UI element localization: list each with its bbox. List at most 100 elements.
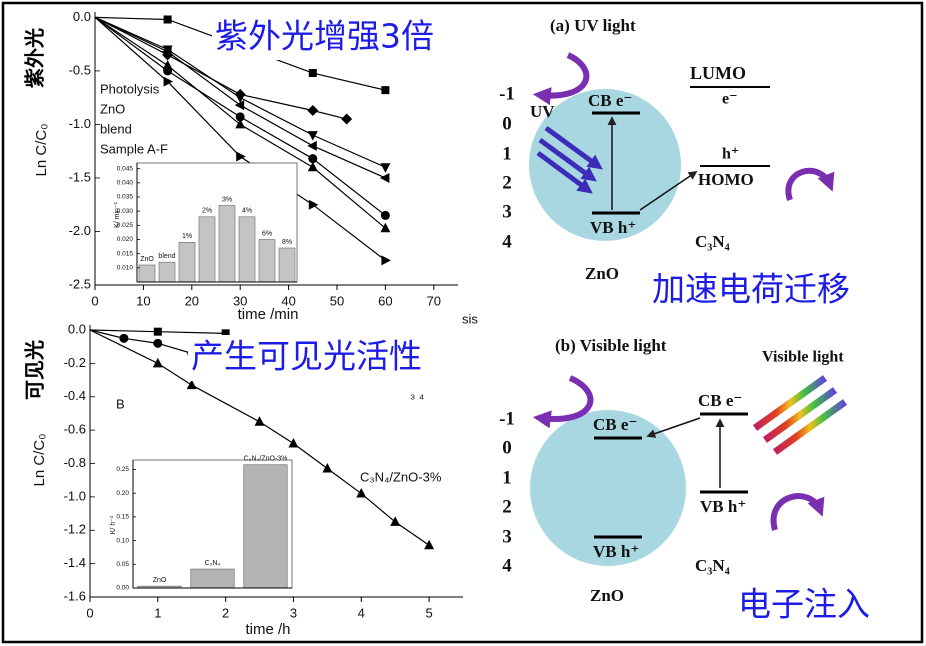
- homo-label: HOMO: [698, 170, 754, 189]
- x-tick-label: 60: [378, 293, 392, 308]
- bar-label: 6%: [262, 230, 272, 237]
- marker: [308, 69, 317, 78]
- zno-particle: [529, 89, 681, 241]
- bar: [190, 568, 235, 589]
- marker: [308, 199, 319, 210]
- bar-label: C₃N₄: [205, 560, 221, 567]
- cb-label: CB e⁻: [588, 91, 632, 110]
- curved-arrow: [532, 52, 590, 106]
- bar-label: 1%: [182, 233, 192, 240]
- scale-label: 3: [502, 526, 512, 547]
- vb-label: VB h⁺: [593, 542, 639, 561]
- y-tick-label: 0.00: [116, 585, 129, 592]
- marker: [381, 86, 390, 95]
- side-label: 紫外光: [23, 28, 47, 88]
- x-tick-label: 0: [91, 293, 98, 308]
- x-tick-label: 4: [358, 605, 365, 620]
- uv-rays: [536, 125, 603, 194]
- overlay-bg: [212, 14, 494, 60]
- marker: [153, 338, 163, 348]
- uv-ray: [538, 137, 597, 182]
- y-tick-label: -2.0: [69, 223, 91, 238]
- marker: [356, 488, 367, 498]
- bar: [198, 216, 216, 283]
- bar-label: 3%: [222, 196, 232, 203]
- y-tick-label: -1.0: [69, 116, 91, 131]
- x-tick-label: 3: [290, 605, 297, 620]
- bar-label: ZnO: [153, 577, 167, 584]
- bar: [278, 247, 296, 283]
- zno-label: ZnO: [590, 586, 624, 605]
- y-tick-label: 0.020: [117, 236, 134, 243]
- annotation: Sample A-F: [100, 141, 168, 156]
- bar: [218, 205, 236, 283]
- x-axis-label: time /min: [238, 306, 299, 323]
- y-tick-label: -2.5: [69, 276, 91, 291]
- y-tick-label: -1.5: [69, 169, 91, 184]
- y-axis-label: Ln C/C₀: [33, 124, 50, 177]
- marker: [234, 100, 245, 111]
- y-axis-label: Ln C/C₀: [31, 434, 48, 487]
- curved-arrow: [785, 167, 835, 201]
- bar-label: 8%: [282, 239, 292, 246]
- cb-label: CB e⁻: [698, 391, 742, 410]
- annotation: Photolysis: [100, 81, 160, 96]
- visible-ray: [762, 387, 838, 443]
- bar-label: ZnO: [140, 256, 154, 263]
- annotation: sis: [462, 311, 478, 326]
- x-tick-label: 1: [154, 605, 161, 620]
- scale-label: 4: [502, 555, 512, 576]
- annotation: ₃ ₄: [410, 386, 424, 401]
- uv-ray: [536, 150, 593, 194]
- x-tick-label: 5: [425, 605, 432, 620]
- marker: [163, 76, 174, 87]
- scale-label: 2: [502, 172, 512, 193]
- x-tick-label: 0: [86, 605, 93, 620]
- bar: [178, 242, 196, 283]
- uv-label: UV: [530, 102, 555, 121]
- visible-rays: [752, 375, 848, 455]
- diagram-a: (a) UV light -1 0 1 2 3 4 LUMO e⁻ UV CB …: [499, 16, 835, 283]
- marker: [153, 327, 162, 336]
- y-tick-label: -1.0: [64, 488, 86, 503]
- lumo-label: LUMO: [690, 63, 746, 83]
- y-tick-label: -1.2: [64, 522, 86, 537]
- x-tick-label: 2: [222, 605, 229, 620]
- electron-label: e⁻: [722, 91, 738, 108]
- y-axis-label: K/ min⁻¹: [114, 201, 121, 228]
- y-tick-label: 0.20: [116, 490, 129, 497]
- x-tick-label: 30: [233, 293, 247, 308]
- marker: [380, 210, 390, 220]
- y-tick-label: 0.15: [116, 514, 129, 521]
- x-tick-label: 20: [185, 293, 199, 308]
- marker: [152, 357, 163, 368]
- marker: [221, 329, 230, 338]
- marker: [307, 104, 319, 116]
- visible-ray: [752, 375, 828, 431]
- y-tick-label: -1.6: [64, 588, 86, 603]
- marker: [424, 539, 435, 550]
- curved-arrow: [770, 493, 825, 531]
- diagram-b: (b) Visible light Visible light -1 0 1 2…: [499, 336, 848, 605]
- overlay-text: 加速电荷迁移: [652, 270, 850, 309]
- c3n4-label: C₃N₄: [695, 556, 730, 575]
- scale-label: 0: [502, 437, 512, 458]
- marker: [254, 416, 265, 426]
- annotation: C₃N₄/ZnO-3%: [360, 469, 442, 484]
- scale-label: 3: [502, 201, 512, 222]
- marker: [119, 333, 129, 343]
- light-label: Visible light: [762, 349, 844, 366]
- zno-particle: [530, 410, 686, 566]
- marker: [307, 161, 318, 172]
- annotation: ZnO: [100, 101, 125, 116]
- marker: [380, 163, 391, 173]
- curved-arrow: [532, 375, 594, 429]
- c3n4-label: C₃N₄: [695, 232, 730, 251]
- y-tick-label: 0.0: [73, 9, 91, 24]
- annotation: blend: [100, 121, 132, 136]
- bar: [243, 464, 288, 589]
- diagram-title: (b) Visible light: [555, 336, 667, 355]
- visible-ray: [772, 399, 848, 455]
